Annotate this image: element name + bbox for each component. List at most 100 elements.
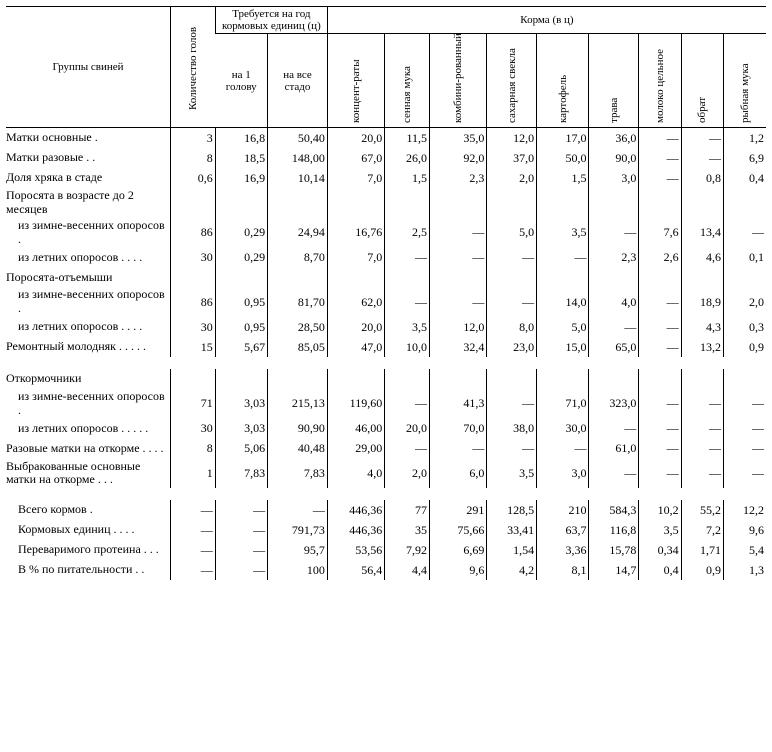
cell-c2: 10,0 [385,337,430,357]
row-label: из зимне-весенних опоросов . [6,218,170,248]
cell-c5: 71,0 [537,389,589,419]
cell-c1: 119,60 [327,389,384,419]
table-row: Переваримого протеина . . .——95,753,567,… [6,540,766,560]
row-label: из летних опоросов . . . . . [6,419,170,439]
cell-c6: — [589,317,639,337]
cell-h: 18,5 [215,148,267,168]
cell-c3 [430,369,487,389]
cell-c2: 7,92 [385,540,430,560]
col-c5: картофель [537,34,589,128]
cell-c7: 3,5 [639,520,681,540]
cell-c6: 90,0 [589,148,639,168]
cell-c8: 0,9 [681,560,723,580]
col-per-head: на 1 голову [215,34,267,128]
cell-count: 0,6 [170,168,215,188]
cell-h [215,369,267,389]
cell-c6: 116,8 [589,520,639,540]
cell-c6: 61,0 [589,439,639,459]
cell-s: — [268,500,328,520]
cell-c1 [327,267,384,287]
cell-s: 28,50 [268,317,328,337]
cell-c4: 1,54 [487,540,537,560]
row-label: Поросята-отъемыши [6,267,170,287]
cell-h: 5,06 [215,439,267,459]
cell-c2: 35 [385,520,430,540]
cell-c1: 446,36 [327,500,384,520]
cell-c8: — [681,389,723,419]
cell-count: 30 [170,419,215,439]
cell-c3: 75,66 [430,520,487,540]
cell-c6: 36,0 [589,128,639,149]
cell-c4: 128,5 [487,500,537,520]
table-row: Поросята в возрасте до 2 месяцев [6,188,766,218]
row-label: В % по питательности . . [6,560,170,580]
cell-h: — [215,560,267,580]
table-row: Выбракованные основные матки на откорме … [6,459,766,489]
cell-c2 [385,267,430,287]
row-label: Кормовых единиц . . . . [6,520,170,540]
cell-c4: 12,0 [487,128,537,149]
cell-c5: 8,1 [537,560,589,580]
cell-c4: 23,0 [487,337,537,357]
cell-c5: 5,0 [537,317,589,337]
cell-count: 3 [170,128,215,149]
cell-c7: — [639,337,681,357]
cell-c9: 0,1 [724,247,766,267]
cell-c7: 2,6 [639,247,681,267]
cell-c5: 3,0 [537,459,589,489]
cell-c3: 70,0 [430,419,487,439]
cell-s [268,267,328,287]
cell-c3: 6,69 [430,540,487,560]
row-label: из зимне-весенних опоросов . [6,389,170,419]
cell-c1: 7,0 [327,168,384,188]
col-c3: комбини-рованный силос [430,34,487,128]
cell-h: — [215,520,267,540]
col-c8: обрат [681,34,723,128]
cell-count: 8 [170,148,215,168]
cell-c1: 62,0 [327,287,384,317]
cell-c3: — [430,287,487,317]
cell-c2 [385,369,430,389]
cell-c8: 18,9 [681,287,723,317]
cell-c4: — [487,247,537,267]
cell-s: 81,70 [268,287,328,317]
table-row: Матки основные .316,850,4020,011,535,012… [6,128,766,149]
cell-c8: 7,2 [681,520,723,540]
cell-c7: — [639,439,681,459]
cell-s: 85,05 [268,337,328,357]
cell-c9: 2,0 [724,287,766,317]
cell-c9 [724,267,766,287]
cell-c8: 13,2 [681,337,723,357]
cell-c3: 9,6 [430,560,487,580]
col-group: Группы свиней [6,7,170,128]
cell-c9: 1,2 [724,128,766,149]
cell-c1 [327,188,384,218]
cell-c4 [487,188,537,218]
cell-c1: 16,76 [327,218,384,248]
cell-h: 16,8 [215,128,267,149]
cell-h: 5,67 [215,337,267,357]
cell-s: 215,13 [268,389,328,419]
cell-c3: — [430,439,487,459]
cell-count [170,369,215,389]
col-c6: трава [589,34,639,128]
cell-c2: — [385,287,430,317]
row-label: Откормочники [6,369,170,389]
cell-c2: 4,4 [385,560,430,580]
cell-c6: 14,7 [589,560,639,580]
cell-c3: 2,3 [430,168,487,188]
cell-count: 8 [170,439,215,459]
cell-c4: 2,0 [487,168,537,188]
cell-c9: — [724,218,766,248]
cell-h: 16,9 [215,168,267,188]
cell-c8: — [681,439,723,459]
table-row: Разовые матки на откорме . . . .85,0640,… [6,439,766,459]
cell-c6: — [589,459,639,489]
table-row [6,488,766,500]
cell-s: 40,48 [268,439,328,459]
cell-c1: 56,4 [327,560,384,580]
cell-c7: 0,4 [639,560,681,580]
cell-c7: — [639,148,681,168]
cell-c3: — [430,247,487,267]
cell-s [268,369,328,389]
